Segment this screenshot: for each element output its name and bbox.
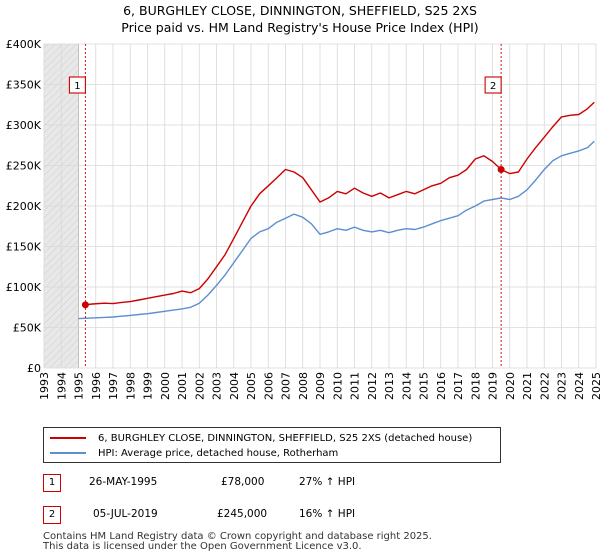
legend-entry-property: 6, BURGHLEY CLOSE, DINNINGTON, SHEFFIELD… — [50, 431, 472, 445]
x-tick-label: 2024 — [573, 372, 586, 400]
x-tick-label: 2007 — [280, 372, 293, 400]
sale-badge: 1 — [43, 474, 61, 492]
x-tick-label: 2013 — [383, 372, 396, 400]
y-tick-label: £0 — [27, 362, 41, 375]
x-tick-label: 2009 — [314, 372, 327, 400]
sale-marker-label: 1 — [74, 81, 80, 92]
x-tick-label: 2002 — [193, 372, 206, 400]
x-tick-label: 2025 — [590, 372, 600, 400]
x-tick-label: 1994 — [55, 372, 68, 400]
x-tick-label: 2004 — [228, 372, 241, 400]
y-tick-label: £350K — [6, 79, 42, 92]
y-tick-label: £100K — [6, 281, 42, 294]
sale-date: 05-JUL-2019 — [93, 508, 158, 520]
sale-marker-box — [68, 76, 86, 94]
grid-lines — [43, 43, 597, 369]
y-tick-label: £250K — [6, 160, 42, 173]
x-tick-label: 2012 — [366, 372, 379, 400]
x-tick-label: 1998 — [124, 372, 137, 400]
x-tick-label: 1997 — [107, 372, 120, 400]
y-tick-label: £200K — [6, 200, 42, 213]
x-tick-label: 2016 — [435, 372, 448, 400]
sale-marker-label: 2 — [490, 81, 496, 92]
x-tick-label: 2010 — [331, 372, 344, 400]
legend-swatch-property — [50, 437, 86, 439]
x-tick-label: 1999 — [142, 372, 155, 400]
axes: £0 £50K £100K £150K £200K £250K £300K £350K £400… — [6, 38, 600, 400]
sale-hpi-change: 27% ↑ HPI — [299, 476, 356, 488]
series-line-property — [85, 101, 595, 306]
chart-subtitle: Price paid vs. HM Land Registry's House … — [121, 20, 479, 35]
sale-price: £245,000 — [217, 508, 268, 520]
x-tick-label: 2017 — [452, 372, 465, 400]
sale-point — [497, 166, 505, 174]
sale-point — [81, 301, 89, 309]
x-tick-label: 2019 — [487, 372, 500, 400]
sale-row: 2 05-JUL-2019 £245,000 16% ↑ HPI — [43, 506, 599, 526]
x-tick-label: 2020 — [504, 372, 517, 400]
sale-price: £78,000 — [221, 476, 265, 488]
x-tick-label: 2023 — [556, 372, 569, 400]
x-tick-label: 2014 — [400, 372, 413, 400]
x-tick-label: 2005 — [245, 372, 258, 400]
x-tick-label: 2011 — [349, 372, 362, 400]
legend-label-hpi: HPI: Average price, detached house, Roth… — [98, 447, 339, 459]
footer-copyright: Contains HM Land Registry data © Crown c… — [43, 531, 432, 542]
x-tick-label: 1993 — [38, 372, 51, 400]
chart-title: 6, BURGHLEY CLOSE, DINNINGTON, SHEFFIELD… — [123, 3, 477, 18]
x-tick-label: 2003 — [211, 372, 224, 400]
x-tick-label: 2000 — [159, 372, 172, 400]
chart-legend: 6, BURGHLEY CLOSE, DINNINGTON, SHEFFIELD… — [43, 427, 501, 463]
sale-row: 1 26-MAY-1995 £78,000 27% ↑ HPI — [43, 474, 599, 494]
legend-label-property: 6, BURGHLEY CLOSE, DINNINGTON, SHEFFIELD… — [98, 432, 473, 444]
series-lines — [78, 101, 595, 320]
x-tick-label: 2018 — [469, 372, 482, 400]
series-line-hpi — [78, 140, 595, 320]
x-tick-label: 2022 — [538, 372, 551, 400]
sale-date: 26-MAY-1995 — [89, 476, 158, 488]
legend-entry-hpi: HPI: Average price, detached house, Roth… — [50, 446, 338, 460]
x-tick-label: 2006 — [262, 372, 275, 400]
sale-hpi-change: 16% ↑ HPI — [299, 508, 356, 520]
sale-marker-box — [484, 76, 502, 94]
x-tick-label: 2001 — [176, 372, 189, 400]
footer-licence: This data is licensed under the Open Gov… — [43, 541, 362, 552]
y-tick-label: £300K — [6, 119, 42, 132]
x-tick-label: 2008 — [297, 372, 310, 400]
y-tick-label: £400K — [6, 38, 42, 51]
x-tick-label: 2015 — [418, 372, 431, 400]
x-tick-label: 1995 — [73, 372, 86, 400]
legend-swatch-hpi — [50, 452, 86, 454]
x-tick-label: 2021 — [521, 372, 534, 400]
y-tick-label: £50K — [13, 322, 42, 335]
x-tick-label: 1996 — [90, 372, 103, 400]
sale-badge: 2 — [43, 506, 61, 524]
y-tick-label: £150K — [6, 241, 42, 254]
